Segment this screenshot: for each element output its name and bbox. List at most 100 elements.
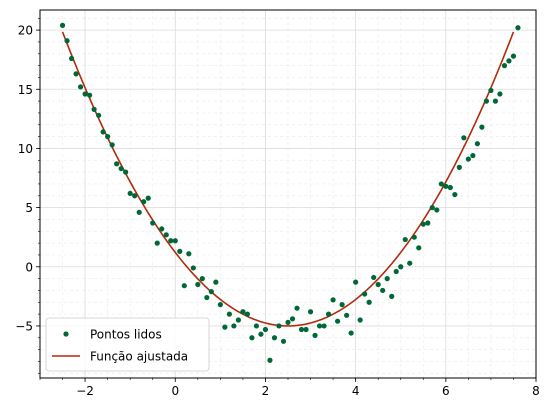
data-point — [186, 251, 192, 257]
data-point — [510, 53, 517, 59]
data-point — [91, 106, 97, 112]
data-point — [172, 238, 178, 244]
data-point — [244, 311, 251, 317]
data-point — [375, 281, 381, 288]
data-point — [217, 302, 223, 308]
data-point — [402, 236, 408, 243]
data-point — [208, 289, 214, 295]
data-point — [154, 240, 160, 246]
data-point — [362, 291, 368, 297]
data-point — [506, 58, 512, 64]
x-axis: −2 0 2 4 6 8 — [39, 378, 540, 398]
data-point — [190, 265, 196, 271]
data-point — [285, 319, 291, 325]
data-point — [312, 332, 318, 338]
data-point — [492, 98, 499, 104]
data-point — [335, 318, 341, 324]
data-point — [330, 297, 336, 303]
data-point — [96, 112, 102, 118]
data-point — [262, 326, 269, 333]
data-point — [114, 161, 120, 167]
y-tick-label: 0 — [25, 260, 33, 274]
x-tick-label: −2 — [76, 384, 94, 398]
data-point — [447, 184, 453, 191]
data-point — [298, 326, 305, 333]
data-point — [303, 326, 309, 333]
data-point — [141, 199, 147, 205]
data-point — [226, 311, 232, 317]
data-point — [249, 335, 255, 341]
data-point — [150, 220, 156, 226]
data-point — [398, 264, 404, 270]
data-point — [132, 193, 138, 199]
data-point — [159, 226, 165, 232]
data-point — [384, 276, 390, 282]
legend-marker-points — [63, 331, 69, 337]
data-point — [127, 190, 133, 197]
data-point — [204, 294, 210, 301]
data-point — [420, 221, 426, 227]
y-tick-label: 20 — [18, 24, 33, 38]
x-tick-label: 2 — [262, 384, 270, 398]
legend: Pontos lidos Função ajustada — [45, 317, 210, 372]
data-point — [77, 84, 84, 90]
data-point — [136, 209, 142, 215]
data-point — [465, 156, 471, 162]
data-point — [325, 311, 332, 317]
data-point — [470, 152, 476, 159]
legend-label-curve: Função ajustada — [90, 350, 188, 364]
x-tick-label: 0 — [171, 384, 179, 398]
data-point — [307, 309, 314, 315]
x-tick-label: 4 — [352, 384, 360, 398]
data-point — [501, 63, 508, 69]
data-point — [380, 287, 386, 294]
data-point — [168, 238, 174, 244]
legend-label-points: Pontos lidos — [90, 328, 162, 342]
data-point — [289, 316, 296, 322]
data-point — [145, 195, 151, 201]
data-point — [425, 220, 431, 226]
data-point — [316, 323, 323, 329]
data-point — [474, 141, 480, 147]
x-tick-label: 6 — [442, 384, 450, 398]
data-point — [434, 207, 440, 213]
data-point — [271, 335, 278, 341]
data-point — [488, 87, 494, 94]
data-point — [181, 283, 187, 289]
y-tick-label: 15 — [18, 83, 33, 97]
data-point — [416, 245, 422, 251]
data-point — [389, 293, 395, 299]
data-point — [393, 268, 399, 275]
fitted-curve — [61, 31, 515, 327]
data-point — [366, 299, 372, 305]
data-point — [68, 55, 75, 62]
data-point — [87, 92, 93, 98]
data-point — [429, 205, 435, 211]
data-point — [497, 91, 503, 97]
data-point — [163, 232, 169, 238]
data-point — [407, 260, 413, 266]
data-point — [109, 142, 115, 148]
legend-box — [45, 317, 210, 372]
data-point — [195, 281, 201, 288]
data-point — [339, 302, 345, 308]
data-point — [258, 331, 264, 337]
x-tick-label: 8 — [532, 384, 540, 398]
y-tick-label: −5 — [15, 319, 33, 333]
data-point — [276, 323, 282, 329]
scatter-points-layer — [59, 22, 521, 363]
y-axis: −5 0 5 10 15 20 — [15, 17, 40, 374]
y-tick-label: 10 — [18, 142, 33, 156]
data-point — [222, 324, 228, 330]
data-point — [411, 234, 417, 240]
y-tick-label: 5 — [25, 201, 33, 215]
data-point — [240, 309, 246, 315]
data-point — [213, 279, 219, 285]
major-grid — [40, 10, 537, 378]
data-point — [357, 317, 363, 323]
data-point — [321, 323, 327, 329]
data-point — [267, 357, 273, 363]
data-point — [353, 279, 359, 285]
data-point — [483, 98, 489, 104]
